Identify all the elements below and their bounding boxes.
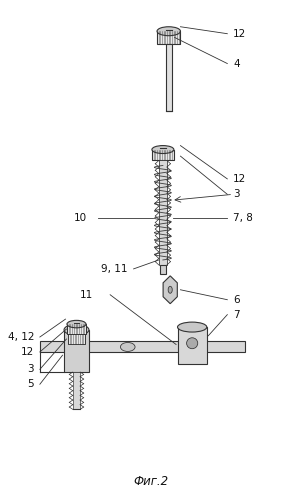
Text: 6: 6 [233,294,240,304]
Bar [178,327,207,364]
Text: 5: 5 [28,379,34,389]
Text: 9, 11: 9, 11 [101,264,128,274]
Ellipse shape [187,338,198,348]
Bar [160,265,166,274]
Ellipse shape [67,320,86,328]
Text: 12: 12 [233,174,246,184]
Bar [152,150,174,160]
Text: Фиг.2: Фиг.2 [134,474,169,488]
Text: 12: 12 [21,347,34,357]
Text: 4, 12: 4, 12 [7,332,34,342]
Ellipse shape [168,286,172,294]
Bar [166,44,172,111]
Text: 4: 4 [233,58,240,68]
Ellipse shape [64,324,89,336]
Ellipse shape [157,26,181,36]
Text: 7, 8: 7, 8 [233,212,253,222]
Text: 3: 3 [233,190,240,200]
Text: 3: 3 [28,364,34,374]
Ellipse shape [178,322,207,332]
Bar [68,334,85,344]
Polygon shape [163,276,177,303]
Text: 10: 10 [74,212,87,222]
Bar [159,160,167,265]
Ellipse shape [152,146,174,154]
Text: 7: 7 [233,310,240,320]
Bar [40,341,245,352]
Bar [64,330,89,372]
Ellipse shape [120,342,135,351]
Bar [157,31,181,44]
Text: 11: 11 [79,290,93,300]
Bar [67,324,86,334]
Bar [73,372,80,410]
Text: 12: 12 [233,28,246,38]
